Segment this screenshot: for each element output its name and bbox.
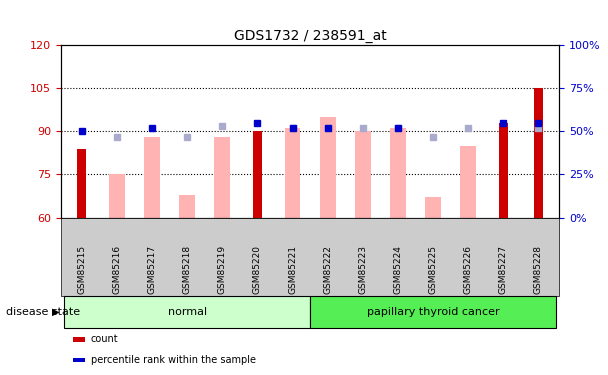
Text: GSM85224: GSM85224 <box>393 246 402 294</box>
Bar <box>534 88 543 218</box>
Text: GSM85216: GSM85216 <box>112 245 122 294</box>
Text: count: count <box>91 334 119 344</box>
Bar <box>285 128 300 217</box>
Bar <box>390 128 406 217</box>
Text: GSM85217: GSM85217 <box>148 245 157 294</box>
Bar <box>253 131 262 218</box>
Bar <box>355 131 371 218</box>
Bar <box>215 137 230 218</box>
Text: GSM85223: GSM85223 <box>358 245 367 294</box>
Text: GSM85215: GSM85215 <box>77 245 86 294</box>
Text: GSM85221: GSM85221 <box>288 245 297 294</box>
Title: GDS1732 / 238591_at: GDS1732 / 238591_at <box>233 28 387 43</box>
Text: GSM85220: GSM85220 <box>253 245 262 294</box>
Bar <box>77 148 86 217</box>
Text: disease state: disease state <box>6 307 80 317</box>
Text: papillary thyroid cancer: papillary thyroid cancer <box>367 307 499 317</box>
Text: GSM85228: GSM85228 <box>534 245 543 294</box>
Bar <box>425 197 441 217</box>
Bar <box>109 174 125 217</box>
Text: normal: normal <box>168 307 207 317</box>
Bar <box>179 195 195 217</box>
Bar <box>499 123 508 218</box>
Text: GSM85227: GSM85227 <box>499 245 508 294</box>
Bar <box>144 137 160 218</box>
Text: GSM85222: GSM85222 <box>323 246 332 294</box>
Text: GSM85218: GSM85218 <box>182 245 192 294</box>
Text: GSM85225: GSM85225 <box>429 245 438 294</box>
Text: ▶: ▶ <box>52 307 59 317</box>
Text: GSM85219: GSM85219 <box>218 245 227 294</box>
Bar <box>320 117 336 218</box>
Text: GSM85226: GSM85226 <box>463 245 472 294</box>
Bar <box>460 146 476 218</box>
Text: percentile rank within the sample: percentile rank within the sample <box>91 355 256 365</box>
